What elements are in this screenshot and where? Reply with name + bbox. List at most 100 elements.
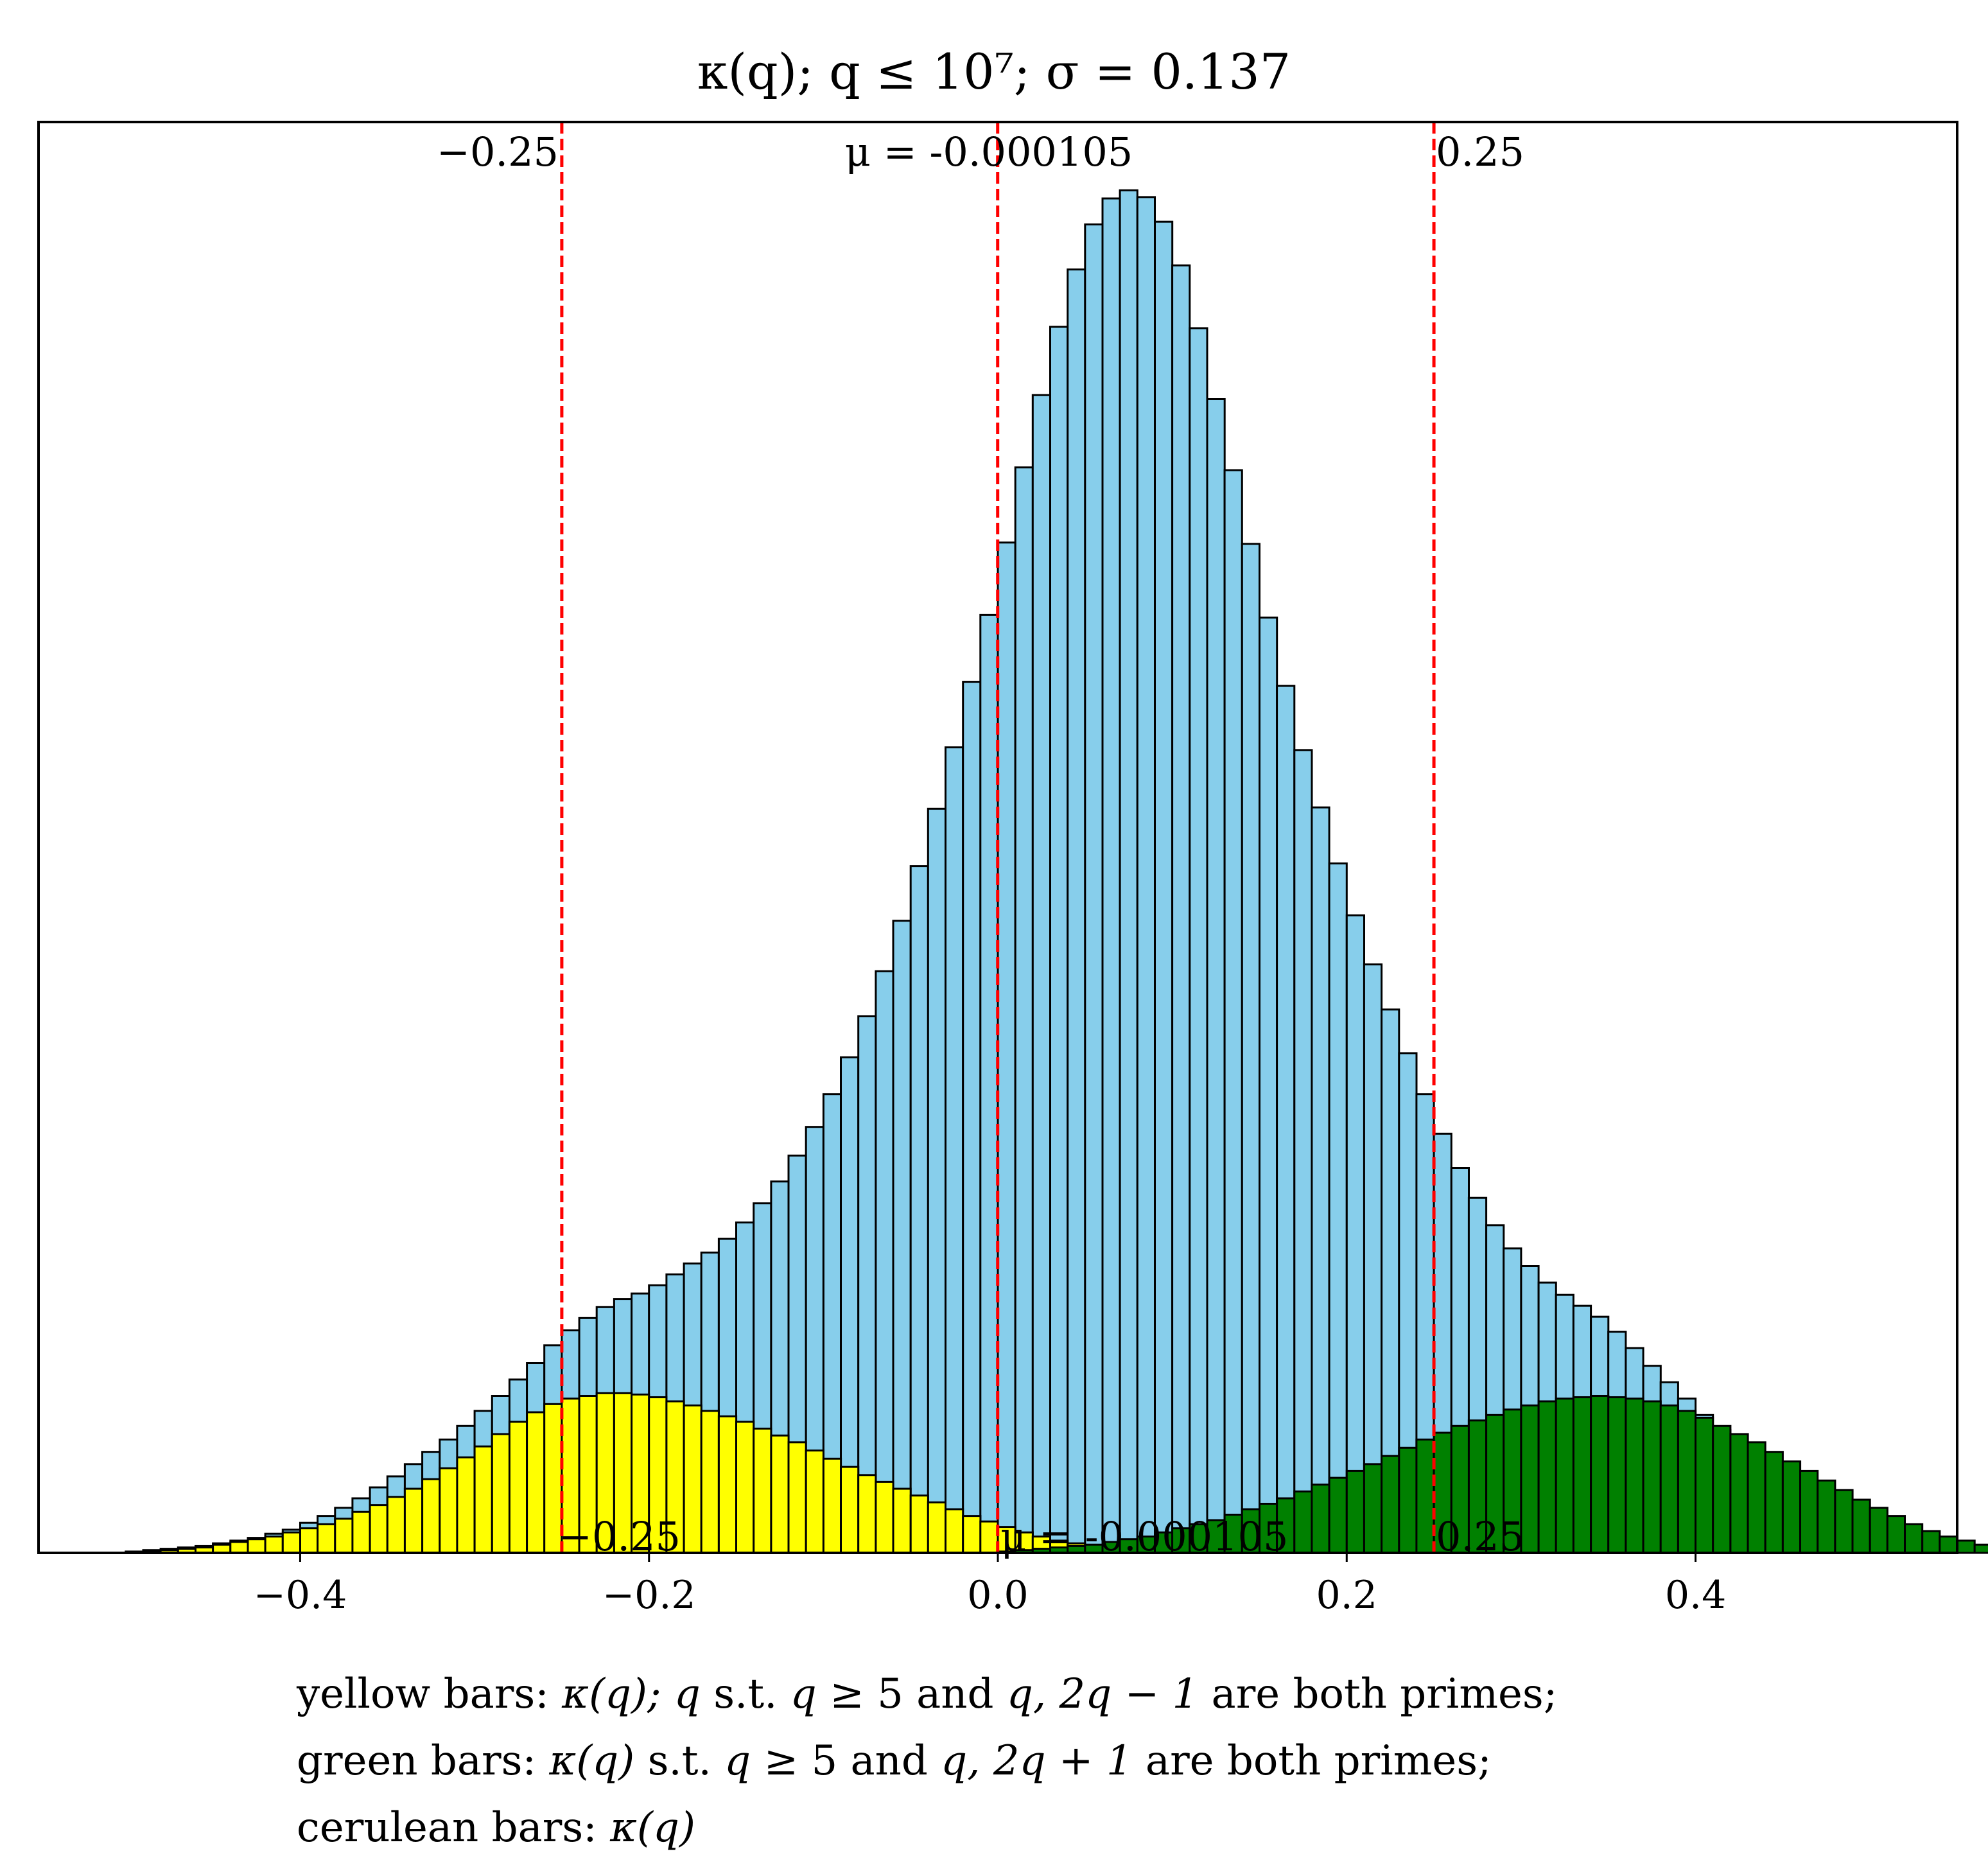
green-bar [1817, 1479, 1836, 1554]
green-bar [1939, 1536, 1958, 1554]
yellow-bar [299, 1527, 319, 1554]
x-axis: −0.4 −0.2 0.0 0.2 0.4 [254, 1553, 1726, 1618]
chart-title: κ(q); q ≤ 10⁷; σ = 0.137 [697, 43, 1291, 100]
yellow-bar [351, 1511, 371, 1554]
green-bar [1555, 1397, 1574, 1554]
green-bar [1590, 1395, 1610, 1554]
green-bar [1642, 1400, 1662, 1554]
cerulean-bar [1101, 197, 1121, 1554]
yellow-bar [613, 1392, 633, 1554]
yellow-bar [945, 1508, 964, 1554]
yellow-bar [787, 1441, 807, 1554]
x-tick-label: 0.2 [1316, 1573, 1377, 1618]
yellow-bar [491, 1433, 510, 1554]
cerulean-bar [1189, 327, 1208, 1554]
green-bar [1973, 1543, 1988, 1554]
yellow-bar [334, 1518, 354, 1554]
cerulean-bar [1328, 862, 1348, 1554]
green-bar [1921, 1530, 1941, 1554]
green-bar [1781, 1460, 1802, 1554]
x-tick-label: −0.4 [254, 1573, 347, 1618]
cerulean-bar [1293, 749, 1313, 1554]
yellow-bar [927, 1501, 947, 1554]
green-bar [1398, 1446, 1418, 1554]
cerulean-bar [945, 746, 964, 1554]
left-line-label: −0.25 [437, 128, 559, 175]
yellow-series [142, 1392, 1174, 1554]
caption-line-cerulean: cerulean bars: κ(q) [297, 1804, 695, 1852]
green-bar [1869, 1507, 1888, 1554]
cerulean-bar [1345, 914, 1366, 1554]
green-bar [1328, 1476, 1348, 1554]
green-bar [1381, 1455, 1400, 1554]
green-bar [1904, 1523, 1924, 1554]
green-bar [1311, 1484, 1330, 1554]
overlay-right-label: 0.25 [1436, 1513, 1524, 1560]
green-bar [1537, 1400, 1557, 1554]
yellow-bar [247, 1538, 266, 1554]
cerulean-bar [875, 970, 894, 1554]
x-tick-label: 0.0 [967, 1573, 1028, 1618]
yellow-bar [822, 1457, 842, 1554]
cerulean-bar [1206, 398, 1226, 1554]
green-bar [1677, 1410, 1697, 1554]
yellow-bar [892, 1487, 912, 1554]
cerulean-bar [962, 681, 982, 1554]
green-bar [1625, 1397, 1644, 1554]
yellow-bar [317, 1523, 336, 1554]
yellow-bar [805, 1449, 824, 1554]
cerulean-bar [997, 541, 1016, 1554]
yellow-bar [508, 1421, 528, 1554]
yellow-bar [979, 1520, 999, 1554]
green-bar [1485, 1414, 1505, 1554]
green-bar [1467, 1419, 1488, 1554]
x-tick-label: 0.4 [1665, 1573, 1726, 1618]
yellow-bar [717, 1415, 738, 1554]
cerulean-bar [1241, 543, 1261, 1554]
yellow-bar [439, 1467, 458, 1554]
green-bar [1659, 1404, 1679, 1554]
green-bar [1886, 1515, 1906, 1554]
green-bar [1956, 1539, 1976, 1554]
cerulean-bar [927, 807, 947, 1554]
yellow-bar [962, 1515, 982, 1554]
cerulean-bar [1276, 685, 1296, 1554]
right-line-label: 0.25 [1436, 128, 1524, 175]
yellow-bar [526, 1411, 546, 1554]
cerulean-bar [1223, 469, 1243, 1554]
yellow-bar [735, 1421, 755, 1554]
cerulean-bar [892, 920, 912, 1554]
cerulean-bar [979, 613, 999, 1554]
yellow-bar [909, 1494, 929, 1554]
cerulean-bar [1171, 264, 1191, 1554]
green-bar [1572, 1396, 1592, 1554]
yellow-bar [456, 1456, 476, 1554]
green-bar [1293, 1490, 1313, 1554]
green-bar [1450, 1424, 1470, 1554]
yellow-bar [281, 1531, 301, 1554]
caption-line-yellow: yellow bars: κ(q); q s.t. q ≥ 5 and q, 2… [297, 1670, 1558, 1718]
cerulean-bar [1259, 617, 1278, 1554]
yellow-bar [386, 1496, 406, 1554]
cerulean-bar [1067, 268, 1086, 1554]
caption-line-green: green bars: κ(q) s.t. q ≥ 5 and q, 2q + … [297, 1737, 1492, 1785]
yellow-bar [875, 1480, 894, 1554]
green-bar [1695, 1417, 1714, 1554]
x-tick-label: −0.2 [602, 1573, 696, 1618]
yellow-bar [665, 1400, 685, 1554]
cerulean-bar [1031, 394, 1052, 1554]
cerulean-series [125, 189, 1988, 1554]
green-bar [1729, 1433, 1749, 1554]
green-bar [1799, 1469, 1819, 1554]
yellow-bar [403, 1487, 424, 1554]
cerulean-bar [857, 1015, 877, 1554]
green-bar [1834, 1489, 1854, 1554]
green-bar [1415, 1439, 1435, 1554]
green-bar [1851, 1498, 1871, 1554]
cerulean-bar [909, 865, 929, 1554]
yellow-bar [421, 1478, 441, 1554]
cerulean-bar [1136, 196, 1156, 1554]
overlay-mean-label: μ = -0.000105 [1000, 1513, 1288, 1560]
yellow-bar [700, 1410, 720, 1554]
